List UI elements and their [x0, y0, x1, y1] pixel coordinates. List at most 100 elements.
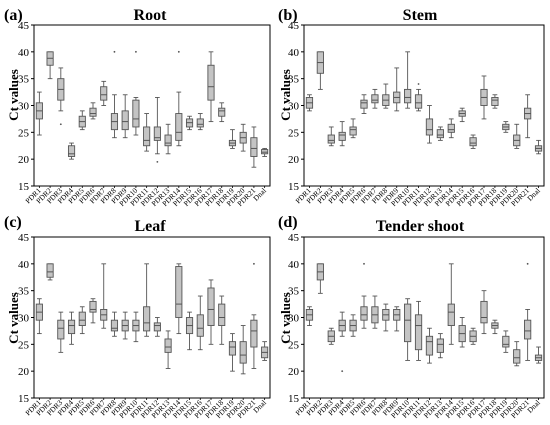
plot-frame [33, 24, 271, 187]
box-PDR4 [67, 142, 76, 160]
box-PDR1 [35, 298, 43, 335]
box-iqr [447, 303, 455, 327]
box-PDR16 [469, 134, 477, 149]
box-PDR12 [425, 105, 434, 144]
y-tick-label: 35 [288, 286, 300, 298]
box-iqr [196, 118, 204, 128]
y-tick-label: 40 [18, 259, 30, 271]
box-iqr [414, 94, 423, 109]
y-tick-label: 20 [288, 154, 300, 166]
y-axis-label: Ct values [278, 292, 293, 344]
box-PDR17 [480, 290, 488, 335]
box-PDR6 [89, 102, 97, 120]
y-tick-label: 25 [288, 127, 300, 139]
box-PDR9 [393, 67, 401, 112]
y-tick-label: 25 [18, 127, 30, 139]
chart-title: Leaf [134, 218, 166, 235]
x-tick-label: Dnal [525, 186, 542, 203]
box-iqr [164, 338, 172, 353]
box-PDR4 [338, 121, 346, 147]
box-PDR10 [132, 50, 140, 136]
box-iqr [239, 341, 247, 364]
outlier-point [135, 50, 137, 53]
box-iqr [89, 107, 97, 117]
box-PDR17 [480, 75, 488, 120]
box-PDR10 [404, 298, 412, 361]
box-PDR3 [57, 67, 65, 126]
outlier-point [363, 262, 365, 265]
box-iqr [89, 300, 97, 313]
panel-stem: (b) Stem Ct values 15202530354045PDR1PDR… [278, 7, 545, 208]
box-iqr [228, 341, 237, 356]
box-PDR9 [121, 94, 129, 139]
box-iqr [425, 335, 434, 356]
box-PDR8 [382, 83, 390, 109]
box-PDR3 [57, 311, 65, 353]
y-tick-label: 30 [18, 101, 30, 113]
box-PDR11 [143, 113, 151, 152]
box-PDR19 [228, 333, 237, 372]
chart-title: Root [134, 7, 168, 24]
box-PDR21 [250, 126, 258, 168]
y-tick-label: 45 [18, 232, 30, 244]
outlier-point [113, 50, 116, 53]
y-tick-label: 15 [288, 393, 300, 405]
box-PDR20 [239, 123, 247, 152]
box-PDR18 [218, 102, 226, 123]
y-axis-label: Ct values [278, 69, 293, 121]
box-Dnal [261, 341, 269, 361]
box-PDR20 [239, 325, 247, 375]
y-tick-label: 45 [288, 232, 300, 244]
box-iqr [414, 314, 423, 351]
box-iqr [196, 314, 204, 337]
box-PDR18 [218, 295, 226, 345]
box-PDR12 [425, 327, 434, 364]
box-PDR19 [502, 330, 510, 353]
box-iqr [153, 126, 161, 141]
box-PDR20 [513, 123, 521, 149]
box-iqr [67, 145, 76, 157]
box-PDR3 [327, 126, 335, 147]
box-PDR19 [228, 129, 237, 149]
box-PDR13 [164, 123, 172, 155]
box-iqr [218, 107, 226, 117]
box-PDR13 [436, 126, 444, 141]
box-Dnal [534, 346, 543, 364]
plot-frame [303, 236, 545, 399]
y-tick-label: 20 [18, 366, 30, 378]
outlier-point [156, 160, 159, 163]
box-PDR16 [196, 295, 204, 351]
box-PDR3 [327, 327, 335, 345]
box-PDR8 [110, 50, 119, 139]
y-tick-label: 30 [18, 313, 30, 325]
y-tick-label: 45 [288, 20, 300, 32]
box-PDR5 [349, 314, 357, 337]
y-tick-label: 15 [288, 181, 300, 193]
outlier-point [253, 262, 255, 265]
box-iqr [121, 110, 129, 131]
box-PDR9 [121, 311, 129, 340]
box-PDR8 [110, 311, 119, 337]
box-PDR18 [491, 319, 499, 335]
box-iqr [436, 338, 444, 353]
plot-frame [303, 24, 545, 187]
box-PDR11 [414, 83, 423, 112]
y-tick-label: 40 [288, 259, 300, 271]
box-PDR1 [305, 306, 314, 326]
box-PDR6 [360, 262, 368, 329]
box-iqr [436, 129, 444, 139]
panel-label: (d) [278, 214, 298, 231]
box-PDR11 [414, 300, 423, 361]
box-iqr [349, 126, 357, 136]
box-PDR2 [316, 263, 324, 294]
outlier-point [59, 123, 62, 126]
box-iqr [502, 335, 510, 348]
box-PDR7 [100, 263, 108, 329]
box-PDR14 [175, 263, 183, 335]
box-PDR20 [513, 341, 521, 367]
box-Dnal [261, 147, 269, 157]
box-iqr [250, 319, 258, 348]
box-PDR21 [524, 94, 532, 139]
y-tick-label: 30 [288, 101, 300, 113]
y-tick-label: 45 [18, 20, 30, 32]
